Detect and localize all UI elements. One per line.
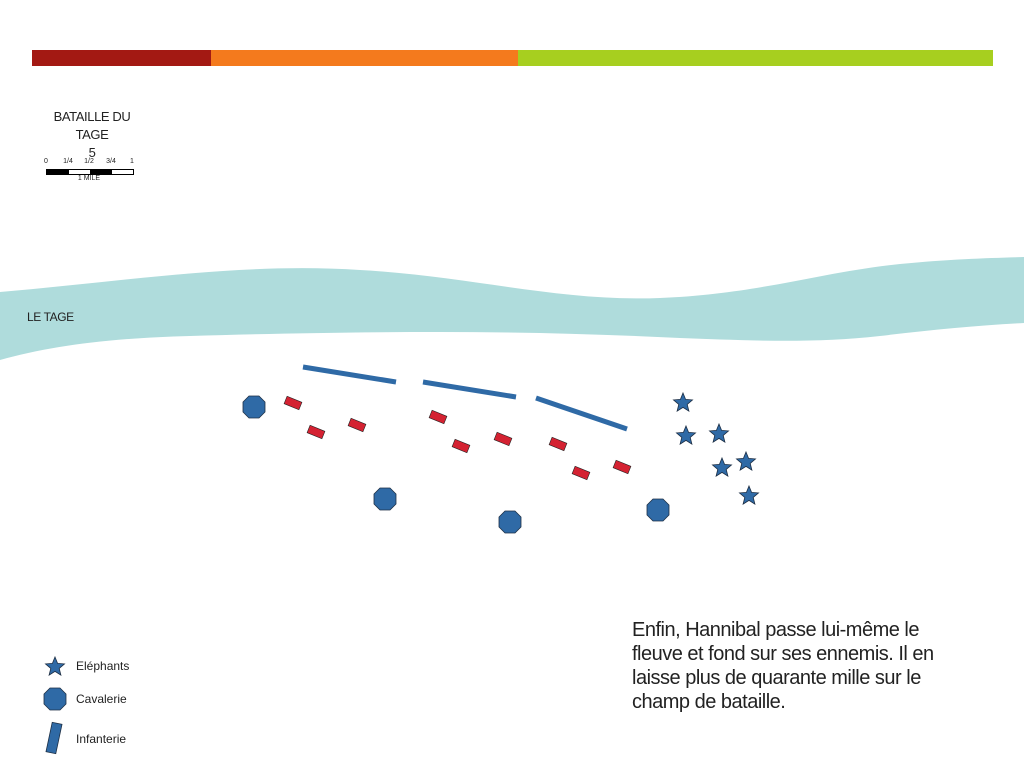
infantry-red-unit xyxy=(306,424,326,440)
infantry-red-unit xyxy=(612,459,632,475)
hexagon-icon xyxy=(43,687,67,711)
map-title: BATAILLE DU TAGE 5 xyxy=(40,108,144,162)
legend-item-infantry: Infanterie xyxy=(40,720,200,755)
infantry-red-unit xyxy=(451,438,471,454)
header-color-bar xyxy=(32,50,993,66)
elephant-unit xyxy=(708,422,730,443)
bar-icon xyxy=(45,721,63,755)
elephant-group xyxy=(672,391,760,505)
infantry-blue-group xyxy=(302,364,628,432)
scale-bar-graphic xyxy=(46,169,134,175)
elephant-unit xyxy=(738,484,760,505)
infantry-red-unit xyxy=(548,436,568,452)
legend-label: Eléphants xyxy=(76,659,130,673)
legend-label: Cavalerie xyxy=(76,692,127,706)
scale-tick: 1/4 xyxy=(63,158,73,165)
infantry-blue-line xyxy=(535,395,628,432)
legend-item-cavalry: Cavalerie xyxy=(40,684,200,714)
infantry-red-unit xyxy=(571,465,591,481)
elephant-unit xyxy=(711,456,733,477)
elephant-unit xyxy=(672,391,694,412)
scale-tick: 1/2 xyxy=(84,158,94,165)
infantry-blue-line xyxy=(422,379,517,400)
color-bar-red xyxy=(32,50,211,66)
river-tage xyxy=(0,257,1024,360)
cavalry-unit xyxy=(498,510,522,534)
scale-tick: 3/4 xyxy=(106,158,116,165)
scale-tick: 1 xyxy=(130,158,134,165)
color-bar-orange xyxy=(211,50,518,66)
caption-text: Enfin, Hannibal passe lui-même le fleuve… xyxy=(632,619,934,713)
star-icon xyxy=(44,655,66,676)
scale-unit: 1 MILE xyxy=(77,175,101,182)
infantry-red-unit xyxy=(347,417,367,433)
map-title-line1: BATAILLE DU TAGE xyxy=(53,109,131,142)
infantry-red-unit xyxy=(493,431,513,447)
cavalry-unit xyxy=(373,487,397,511)
elephant-unit xyxy=(675,424,697,445)
river-label: LE TAGE xyxy=(27,310,74,324)
legend-label: Infanterie xyxy=(76,732,127,746)
infantry-red-unit xyxy=(428,409,448,425)
infantry-blue-line xyxy=(302,364,397,385)
scale-bar: 0 1/4 1/2 3/4 1 1 MILE xyxy=(44,158,134,188)
cavalry-unit xyxy=(646,498,670,522)
legend-item-elephants: Eléphants xyxy=(40,652,200,682)
cavalry-group xyxy=(242,395,670,534)
infantry-red-unit xyxy=(283,395,303,411)
scale-tick: 0 xyxy=(44,158,48,165)
map-title-number: 5 xyxy=(88,145,96,160)
cavalry-unit xyxy=(242,395,266,419)
elephant-unit xyxy=(735,450,757,471)
color-bar-green xyxy=(518,50,993,66)
infantry-red-group xyxy=(283,395,632,481)
